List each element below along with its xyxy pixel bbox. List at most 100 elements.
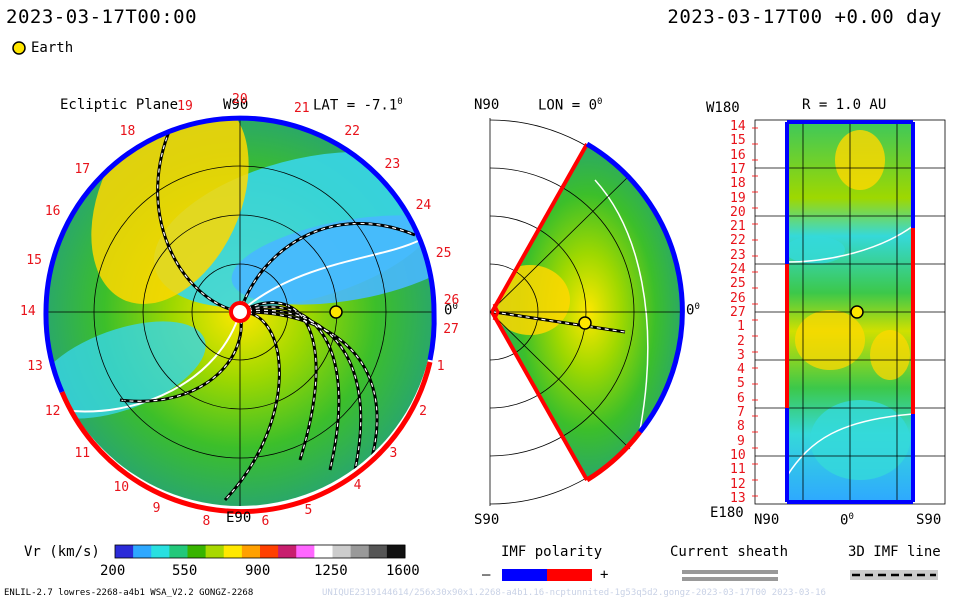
carrington-label: 16 [44,204,61,220]
map-y-label: 19 [730,190,746,206]
map-y-label: 9 [737,433,745,449]
colorbar-segment [260,545,279,558]
map-y-label: 12 [730,476,746,492]
carrington-label: 24 [415,198,432,213]
carrington-label: 21 [293,101,310,117]
colorbar-segment [241,545,261,558]
colorbar-segment [133,545,152,558]
map-y-label: 16 [730,147,746,163]
map-y-label: 11 [730,462,746,478]
map-y-label: 26 [730,290,746,306]
map-y-label: 20 [730,204,746,220]
imf-line-title: 3D IMF line [848,544,941,560]
colorbar-tick-900: 900 [245,563,271,579]
lat-label: LAT = -7.10 [313,97,403,114]
model-info: ENLIL-2.7 lowres-2268-a4b1 WSA_V2.2 GONG… [4,588,254,598]
map-x-label-s90: S90 [916,512,942,528]
carrington-label: 1 [436,358,445,374]
lon-label: LON = 00 [538,97,603,114]
map-y-label: 18 [730,176,746,192]
map-y-label: 17 [730,161,746,177]
carrington-label: 25 [435,245,452,261]
carrington-label: 15 [26,252,42,268]
map-y-label: 24 [730,262,746,277]
carrington-label: 14 [20,304,36,319]
meridional-bottom-label: S90 [474,512,500,528]
carrington-label: 18 [119,124,136,140]
carrington-label: 17 [74,162,91,178]
colorbar-tick-1250: 1250 [314,563,348,579]
current-sheath-swatch [682,570,778,574]
mer-arc-negative [585,141,685,434]
colorbar-tick-200: 200 [100,563,126,579]
meridional-panel [489,118,685,506]
carrington-label: 23 [384,156,401,172]
mer-edge-positive [490,143,589,313]
map-y-label: 23 [730,247,746,263]
imf-minus-label: – [482,567,491,583]
map-x-label-n90: N90 [754,512,780,528]
map-y-label: 8 [737,419,745,435]
map-y-label: 13 [730,490,746,506]
colorbar-segment [169,545,188,558]
polarity-ring-negative [43,115,437,313]
colorbar-tick-550: 550 [172,563,198,579]
colorbar-tick-1600: 1600 [386,563,420,579]
colorbar-segment [332,545,352,558]
imf-plus-label: + [600,567,609,583]
r-map-panel [752,119,946,505]
earth-marker-meridional [578,316,592,330]
ecliptic-bottom-label: E90 [226,510,252,526]
map-x-label-0: 00 [840,512,854,529]
current-sheath-title: Current sheath [670,544,789,560]
colorbar-segment [223,545,243,558]
colorbar-segment [314,545,333,558]
map-y-label: 3 [737,347,745,363]
map-title: R = 1.0 AU [802,97,887,113]
carrington-label: 3 [389,445,398,461]
map-y-label: 5 [737,376,745,392]
map-y-label: 1 [737,319,745,335]
map-y-label: 27 [730,304,746,320]
carrington-label: 13 [27,358,43,374]
colorbar-segment [386,545,406,558]
map-y-label: 21 [730,219,746,235]
meridional-grid [489,118,683,506]
ecliptic-title: Ecliptic Plane [60,97,179,113]
map-y-label: 10 [730,447,746,463]
earth-marker-map [850,305,864,319]
carrington-label: 20 [232,92,248,107]
earth-marker [329,305,343,319]
current-sheet-line [59,311,241,413]
map-y-label: 25 [730,276,746,292]
earth-legend-icon [12,41,26,55]
carrington-label: 10 [113,479,130,495]
map-y-label: 15 [730,133,746,149]
carrington-label: 9 [152,500,161,516]
carrington-label: 4 [353,477,362,493]
imf-positive-swatch [547,569,592,581]
map-top-left-label: W180 [706,100,740,116]
map-y-label: 6 [737,390,745,406]
wind-region-sw [46,321,206,419]
carrington-label: 12 [44,403,61,419]
carrington-label: 22 [344,124,360,140]
colorbar-segment [187,545,207,558]
carrington-label: 11 [74,445,91,461]
colorbar-segment [296,545,315,558]
meridional-top-label: N90 [474,97,500,113]
map-y-label: 14 [730,119,746,134]
current-sheet-line [239,239,421,313]
datetime-right: 2023-03-17T00 +0.00 day [667,6,942,28]
map-bottom-left-label: E180 [710,505,744,521]
meridional-right-label: 00 [686,302,700,319]
datetime-left: 2023-03-17T00:00 [6,6,198,28]
polarity-ring-positive [59,361,433,515]
carrington-label: 26 [443,292,460,308]
colorbar-segment [278,545,297,558]
carrington-label: 19 [177,99,193,115]
colorbar-segment [151,545,170,558]
map-y-label: 4 [737,362,745,378]
ecliptic-top-label: W90 [223,97,249,113]
sun-marker [229,301,251,323]
